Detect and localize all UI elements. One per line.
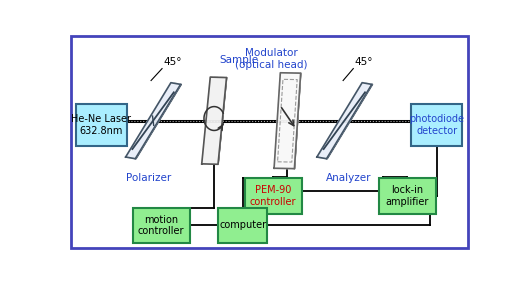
Text: 45°: 45°	[354, 58, 373, 67]
Polygon shape	[274, 73, 301, 169]
Text: lock-in
amplifier: lock-in amplifier	[386, 185, 429, 207]
Polygon shape	[202, 77, 226, 164]
Text: PEM-90
controller: PEM-90 controller	[250, 185, 297, 207]
FancyBboxPatch shape	[70, 36, 468, 248]
Text: Sample: Sample	[219, 55, 258, 65]
Polygon shape	[125, 83, 181, 159]
FancyBboxPatch shape	[133, 208, 190, 243]
Polygon shape	[317, 83, 372, 159]
FancyBboxPatch shape	[379, 178, 436, 214]
Text: Analyzer: Analyzer	[326, 173, 371, 183]
Polygon shape	[327, 84, 373, 159]
Text: (optical head): (optical head)	[235, 60, 307, 70]
Text: computer: computer	[219, 221, 266, 230]
Text: He-Ne Laser
632.8nm: He-Ne Laser 632.8nm	[71, 114, 131, 136]
FancyBboxPatch shape	[412, 104, 463, 146]
FancyBboxPatch shape	[76, 104, 127, 146]
Text: Polarizer: Polarizer	[127, 173, 172, 183]
Text: photodiode
detector: photodiode detector	[410, 114, 465, 136]
FancyBboxPatch shape	[245, 178, 302, 214]
Polygon shape	[295, 73, 301, 169]
Polygon shape	[218, 78, 227, 164]
Text: motion
controller: motion controller	[138, 215, 184, 236]
Text: 45°: 45°	[163, 58, 182, 67]
FancyBboxPatch shape	[218, 208, 267, 243]
Text: Modulator: Modulator	[245, 48, 298, 58]
Polygon shape	[135, 84, 181, 159]
